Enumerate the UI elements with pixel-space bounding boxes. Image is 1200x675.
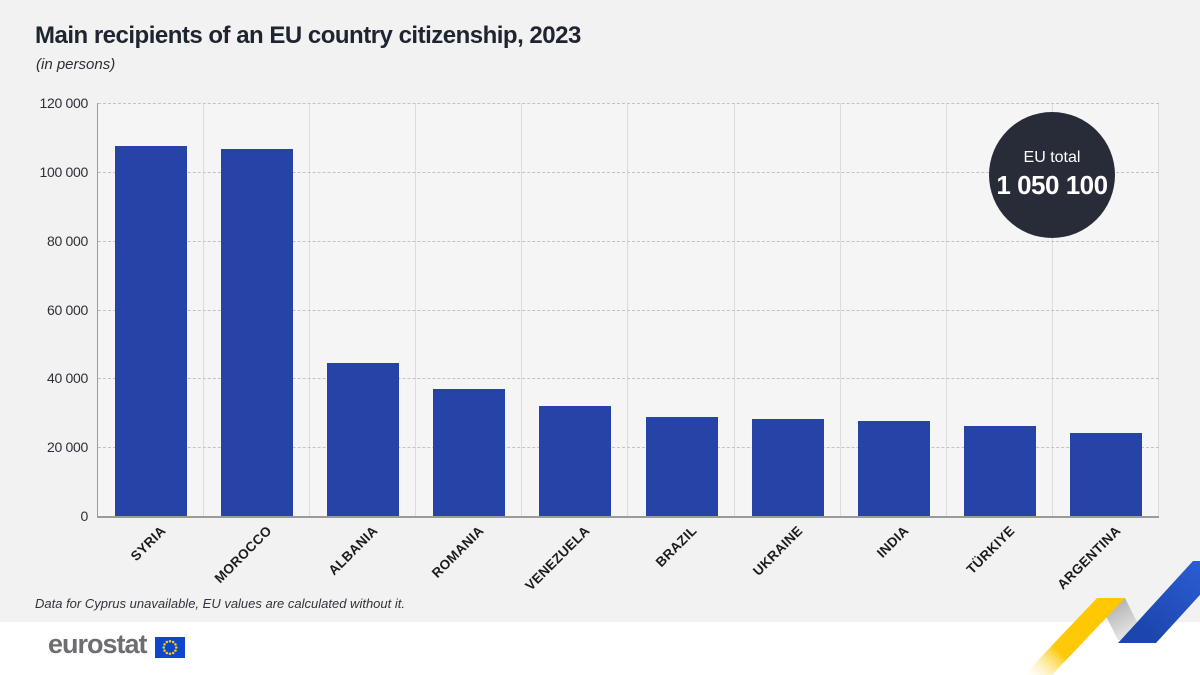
gridline-80000 bbox=[98, 240, 1159, 242]
bar-brazil bbox=[645, 416, 718, 516]
flag-star bbox=[174, 649, 177, 652]
gridline-20000 bbox=[98, 447, 1159, 449]
flag-star bbox=[174, 643, 177, 646]
bar-venezuela bbox=[539, 405, 612, 516]
flag-star bbox=[162, 646, 165, 649]
flag-star bbox=[165, 651, 169, 655]
flag-star bbox=[163, 643, 166, 646]
gridline-40000 bbox=[98, 378, 1159, 380]
gridline-60000 bbox=[98, 309, 1159, 311]
bar-romania bbox=[433, 388, 506, 516]
page-title: Main recipients of an EU country citizen… bbox=[35, 22, 581, 49]
flag-star bbox=[168, 639, 172, 643]
y-axis-tick-label: 100 000 bbox=[39, 163, 88, 180]
bar-india bbox=[857, 420, 930, 516]
bar-ukraine bbox=[751, 419, 824, 516]
bar-chart-plot-area bbox=[97, 103, 1159, 518]
eu-total-badge: EU total 1 050 100 bbox=[989, 112, 1115, 238]
bar-argentina bbox=[1069, 433, 1142, 516]
flag-star bbox=[171, 651, 175, 655]
gridline-120000 bbox=[98, 103, 1159, 104]
flag-star bbox=[163, 649, 166, 652]
eu-total-value: 1 050 100 bbox=[996, 170, 1108, 200]
y-axis-tick-label: 120 000 bbox=[39, 95, 88, 111]
y-axis-tick-label: 60 000 bbox=[46, 301, 88, 318]
y-axis-tick-label: 0 bbox=[80, 508, 89, 524]
flag-star bbox=[168, 652, 172, 656]
bar-syria bbox=[115, 146, 188, 516]
gridline-100000 bbox=[98, 171, 1159, 173]
bar-morocco bbox=[221, 149, 294, 516]
footnote: Data for Cyprus unavailable, EU values a… bbox=[35, 596, 405, 611]
y-axis-tick-label: 80 000 bbox=[46, 232, 88, 249]
flag-star bbox=[175, 646, 178, 649]
bar-türkiye bbox=[963, 425, 1036, 516]
eurostat-wordmark: eurostat bbox=[48, 629, 148, 659]
flag-star bbox=[171, 640, 175, 644]
y-axis-tick-label: 40 000 bbox=[46, 370, 88, 387]
eu-total-label: EU total bbox=[1023, 149, 1081, 166]
page-subtitle: (in persons) bbox=[36, 56, 116, 73]
flag-star bbox=[165, 640, 169, 644]
bar-albania bbox=[327, 363, 400, 516]
y-axis-tick-label: 20 000 bbox=[46, 439, 88, 456]
footer-strip bbox=[0, 622, 1200, 675]
eu-flag-icon bbox=[155, 637, 185, 658]
